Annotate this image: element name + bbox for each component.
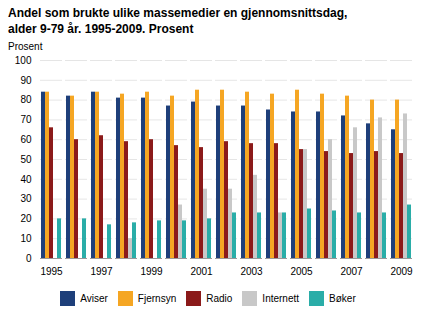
svg-text:2007: 2007 [340,266,363,277]
svg-text:50: 50 [20,154,32,165]
svg-text:2003: 2003 [240,266,263,277]
svg-text:2005: 2005 [290,266,313,277]
svg-text:60: 60 [20,134,32,145]
svg-text:1997: 1997 [90,266,113,277]
svg-text:1995: 1995 [40,266,63,277]
svg-text:70: 70 [20,114,32,125]
html-text:Bøker: Bøker [329,293,356,305]
html-text:Radio: Radio [206,293,233,305]
html-text:Andel som brukte ulike masseme: Andel som brukte ulike massemedier en gj… [8,6,348,36]
svg-text:100: 100 [15,55,32,66]
svg-text:80: 80 [20,94,32,105]
html-text:Fjernsyn: Fjernsyn [137,293,177,305]
svg-text:1999: 1999 [140,266,163,277]
html-text:Prosent: Prosent [8,41,43,53]
svg-text:0: 0 [26,253,32,264]
html-text:Aviser: Aviser [80,293,108,305]
svg-text:2001: 2001 [190,266,213,277]
svg-text:40: 40 [20,174,32,185]
svg-text:20: 20 [20,213,32,224]
svg-text:90: 90 [20,75,32,86]
svg-text:10: 10 [20,233,32,244]
svg-text:2009: 2009 [390,266,413,277]
svg-text:30: 30 [20,193,32,204]
html-text:Internett: Internett [262,293,300,305]
